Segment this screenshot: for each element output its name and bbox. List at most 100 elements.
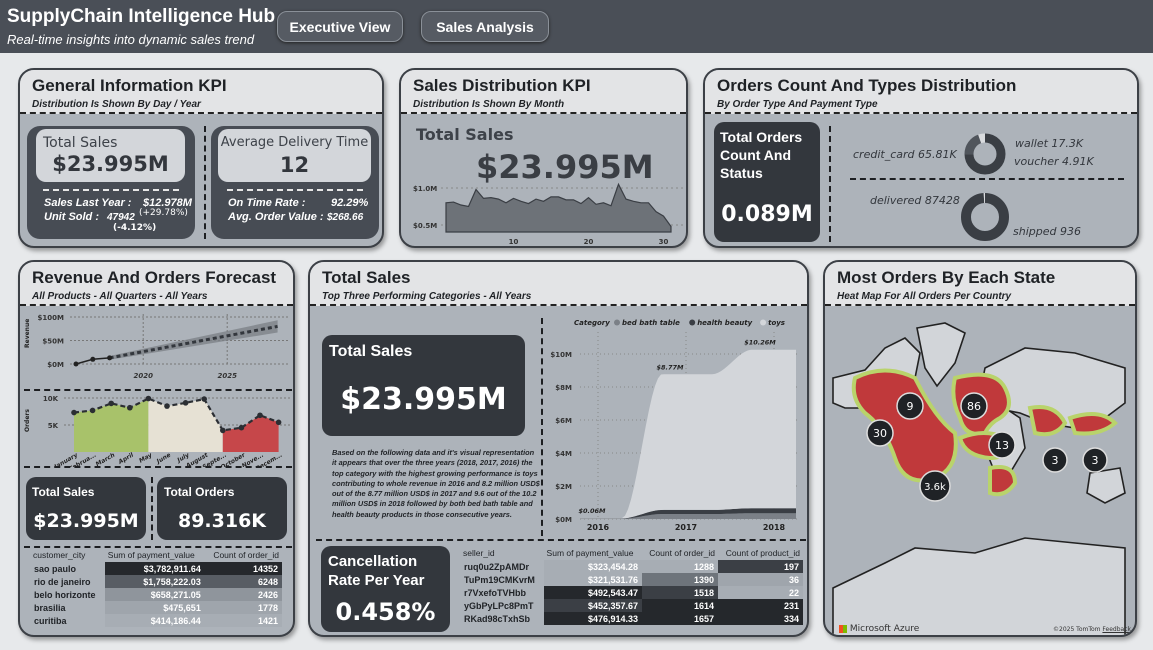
table-cell: $658,271.05 [104,588,205,601]
general-kpi-panel: General Information KPI Distribution Is S… [18,68,384,248]
col-header[interactable]: Count of product_id [725,548,800,558]
cluster-count: 9 [907,400,914,413]
seller-table: seller_id Sum of payment_value Count of or… [460,546,803,625]
table-row[interactable]: rio de janeiro $1,758,222.03 6248 [30,575,282,588]
table-cell: seller_id Sum of payment_value Count of or… [460,546,803,560]
sales-last-year-label: Sales Last Year : [44,197,132,209]
table-row[interactable]: ruq0u2ZpAMDr $323,454.28 1288 197 [460,560,803,573]
y-axis-label: Revenue [24,319,31,348]
panel-subtitle: Top Three Performing Categories - All Ye… [322,291,532,302]
y-tick: $0M [47,361,64,369]
donut-slice [961,193,1009,241]
data-point [164,403,170,409]
cluster-count: 3 [1092,454,1099,467]
feedback-link[interactable]: Feedback [1102,626,1131,633]
shipped-label: shipped 936 [1013,225,1081,238]
table-row[interactable]: belo horizonte $658,271.05 2426 [30,588,282,601]
table-cell: $321,531.76 [543,573,643,586]
sales-last-year-value: $12.978M [143,197,192,209]
col-header[interactable]: Count of order_id [213,550,279,560]
total-sales-value: $23.995M [476,148,654,186]
table-cell: $3,782,911.64 [104,562,205,575]
cluster-bubble [919,470,951,502]
table-row[interactable]: sao paulo $3,782,911.64 14352 [30,562,282,575]
total-sales-panel: Total Sales Top Three Performing Categori… [308,260,809,637]
executive-view-button[interactable]: Executive View [277,11,403,42]
y-tick: $8M [555,384,572,392]
table-cell: 1288 [642,560,718,573]
cluster-bubble [896,392,924,420]
x-tick: June [155,452,172,466]
cancellation-card: Cancellation Rate Per Year 0.458% [321,546,450,632]
credit-card-label: credit_card 65.81K [853,148,957,161]
table-cell: r7VxefoTVHbb [464,587,527,598]
x-tick: May [138,451,154,464]
sales-change: (+29.78%) [139,208,188,218]
legend-marker [689,319,696,326]
legend-marker [614,319,620,326]
table-row[interactable]: r7VxefoTVHbb $492,543.47 1518 22 [460,586,803,599]
total-sales-card: Total Sales $23.995M [26,477,146,540]
table-cell: $475,651 [104,601,205,614]
data-point [238,424,245,431]
table-row[interactable]: curitiba $414,186.44 1421 [30,614,282,627]
table-cell: curitiba [34,615,67,626]
orders-area-segment [74,398,149,452]
data-point [107,355,113,361]
total-sales-label: Total Sales [329,343,413,360]
y-axis-label: Orders [24,409,31,432]
orders-area-segment [222,415,279,452]
voucher-label: voucher 4.91K [1014,155,1094,168]
cancellation-value: 0.458% [335,598,436,626]
table-row[interactable]: RKad98cTxhSb $476,914.33 1657 334 [460,612,803,625]
table-cell: 6248 [204,575,282,588]
x-tick: 20 [584,238,594,246]
app-header: SupplyChain Intelligence Hub Real-time i… [0,0,1153,53]
cluster-count: 3.6k [924,482,946,493]
table-row[interactable]: TuPm19CMKvrM $321,531.76 1390 36 [460,573,803,586]
cluster-bubble [1082,447,1108,473]
table-cell: brasilia [34,602,66,613]
x-tick: 10 [509,238,519,246]
table-row[interactable]: brasilia $475,651 1778 [30,601,282,614]
map-panel: Most Orders By Each State Heat Map For Al… [823,260,1137,637]
x-tick: April [117,451,136,466]
total-sales-label: Total Sales [32,485,95,499]
data-point [89,407,96,414]
col-header[interactable]: Sum of payment_value [107,550,195,560]
col-header[interactable]: seller_id [463,548,495,558]
data-point [108,400,114,407]
x-tick: 30 [659,238,669,246]
sales-analysis-button[interactable]: Sales Analysis [421,11,549,42]
data-point [201,396,207,402]
table-cell: 1390 [642,573,718,586]
azure-attribution: Microsoft Azure [839,624,919,634]
on-time-label: On Time Rate : [228,197,306,209]
col-header[interactable]: customer_city [33,550,86,560]
microsoft-logo-icon [839,624,847,633]
cluster-bubble [866,419,894,447]
cluster-bubble [1042,447,1068,473]
x-tick: March [95,452,117,467]
total-sales-card: Total Sales $23.995M Sales Last Year : $… [27,126,195,239]
on-time-value: 92.29% [331,197,369,209]
world-map[interactable]: 30 9 3.6k 86 13 3 3 [825,308,1137,637]
city-table: customer_city Sum of payment_value Count o… [30,548,282,627]
col-header[interactable]: Count of order_id [649,548,715,558]
legend-marker [760,319,767,326]
total-sales-card: Total Sales $23.995M [322,335,525,436]
table-row[interactable]: yGbPyLPc8PmT $452,357.67 1614 231 [460,599,803,612]
area-toys [580,349,796,519]
area-bed-bath-table [580,513,796,519]
delivery-value: 12 [279,153,310,177]
col-header[interactable]: Sum of payment_value [546,548,634,558]
wallet-label: wallet 17.3K [1015,137,1084,150]
app-subtitle: Real-time insights into dynamic sales tr… [7,32,255,47]
map-copyright: ©2025 TomTom Feedback [1053,626,1131,633]
y-tick: $6M [555,417,572,425]
panel-title: Sales Distribution KPI [413,76,591,95]
table-cell: RKad98cTxhSb [464,613,531,624]
panel-subtitle: Heat Map For All Orders Per Country [837,291,1012,302]
data-point [127,404,133,411]
panel-title: Most Orders By Each State [837,268,1056,287]
